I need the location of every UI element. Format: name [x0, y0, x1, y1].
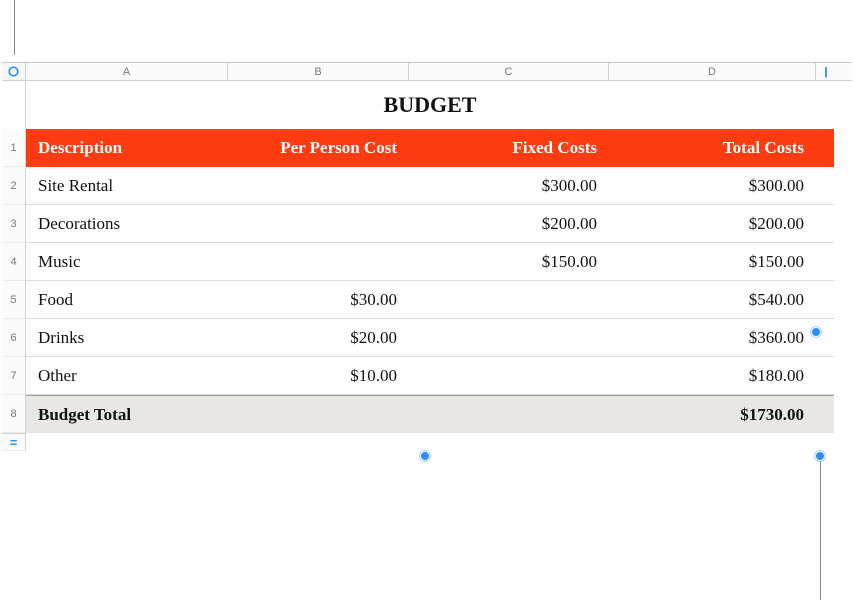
cell-description[interactable]: Decorations	[26, 205, 228, 242]
table-row: Food $30.00 $540.00	[26, 281, 834, 319]
cell-description[interactable]: Drinks	[26, 319, 228, 356]
cell-fixed[interactable]	[409, 357, 609, 394]
th-total[interactable]: Total Costs	[609, 129, 816, 167]
cell-description[interactable]: Music	[26, 243, 228, 280]
cell-fixed[interactable]	[409, 319, 609, 356]
cell-total[interactable]: $200.00	[609, 205, 816, 242]
table-row: Site Rental $300.00 $300.00	[26, 167, 834, 205]
callout-line-top	[14, 0, 15, 55]
cell-per-person[interactable]	[228, 205, 409, 242]
col-header-A[interactable]: A	[26, 63, 228, 80]
row-header-2[interactable]: 2	[2, 167, 26, 205]
row-header-6[interactable]: 6	[2, 319, 26, 357]
th-per-person[interactable]: Per Person Cost	[228, 129, 409, 167]
table-row: Decorations $200.00 $200.00	[26, 205, 834, 243]
cell-per-person[interactable]	[228, 243, 409, 280]
cell-empty[interactable]	[409, 396, 609, 433]
column-headers: A B C D ||	[26, 63, 852, 81]
row-headers: 1 2 3 4 5 6 7 8 =	[2, 81, 26, 451]
cell-total-value[interactable]: $1730.00	[609, 396, 816, 433]
circle-icon	[8, 66, 19, 77]
row-header-8[interactable]: 8	[2, 395, 26, 433]
cell-per-person[interactable]: $30.00	[228, 281, 409, 318]
table-body: BUDGET Description Per Person Cost Fixed…	[26, 81, 834, 433]
table-row-total: Budget Total $1730.00	[26, 395, 834, 433]
row-header-5[interactable]: 5	[2, 281, 26, 319]
add-row-handle[interactable]: =	[2, 433, 26, 451]
selection-handle[interactable]	[420, 451, 430, 461]
cell-total-label[interactable]: Budget Total	[26, 396, 228, 433]
cell-fixed[interactable]	[409, 281, 609, 318]
cell-empty[interactable]	[228, 396, 409, 433]
col-header-B[interactable]: B	[228, 63, 409, 80]
col-header-D[interactable]: D	[609, 63, 816, 80]
selection-handle[interactable]	[811, 327, 821, 337]
row-header-4[interactable]: 4	[2, 243, 26, 281]
spreadsheet: A B C D || 1 2 3 4 5 6 7 8 = BUDGET Desc…	[2, 62, 852, 462]
cell-description[interactable]: Food	[26, 281, 228, 318]
selection-handle[interactable]	[815, 451, 825, 461]
cell-description[interactable]: Site Rental	[26, 167, 228, 204]
row-header-3[interactable]: 3	[2, 205, 26, 243]
th-description[interactable]: Description	[26, 129, 228, 167]
cell-total[interactable]: $150.00	[609, 243, 816, 280]
table-row: Drinks $20.00 $360.00	[26, 319, 834, 357]
th-fixed[interactable]: Fixed Costs	[409, 129, 609, 167]
cell-total[interactable]: $360.00	[609, 319, 816, 356]
cell-per-person[interactable]: $20.00	[228, 319, 409, 356]
callout-line-bottom	[820, 460, 821, 600]
table-title[interactable]: BUDGET	[26, 81, 834, 129]
table-row: Music $150.00 $150.00	[26, 243, 834, 281]
row-header-title[interactable]	[2, 81, 26, 129]
cell-fixed[interactable]: $300.00	[409, 167, 609, 204]
col-header-C[interactable]: C	[409, 63, 609, 80]
cell-per-person[interactable]	[228, 167, 409, 204]
select-all-corner[interactable]	[2, 63, 26, 81]
cell-total[interactable]: $540.00	[609, 281, 816, 318]
cell-fixed[interactable]: $200.00	[409, 205, 609, 242]
add-column-handle[interactable]: ||	[816, 63, 834, 80]
cell-total[interactable]: $300.00	[609, 167, 816, 204]
row-header-7[interactable]: 7	[2, 357, 26, 395]
cell-total[interactable]: $180.00	[609, 357, 816, 394]
rows-handle-icon: =	[10, 435, 18, 450]
table-row: Other $10.00 $180.00	[26, 357, 834, 395]
cell-fixed[interactable]: $150.00	[409, 243, 609, 280]
columns-handle-icon: ||	[824, 66, 826, 78]
cell-description[interactable]: Other	[26, 357, 228, 394]
table-header-row: Description Per Person Cost Fixed Costs …	[26, 129, 834, 167]
row-header-1[interactable]: 1	[2, 129, 26, 167]
cell-per-person[interactable]: $10.00	[228, 357, 409, 394]
